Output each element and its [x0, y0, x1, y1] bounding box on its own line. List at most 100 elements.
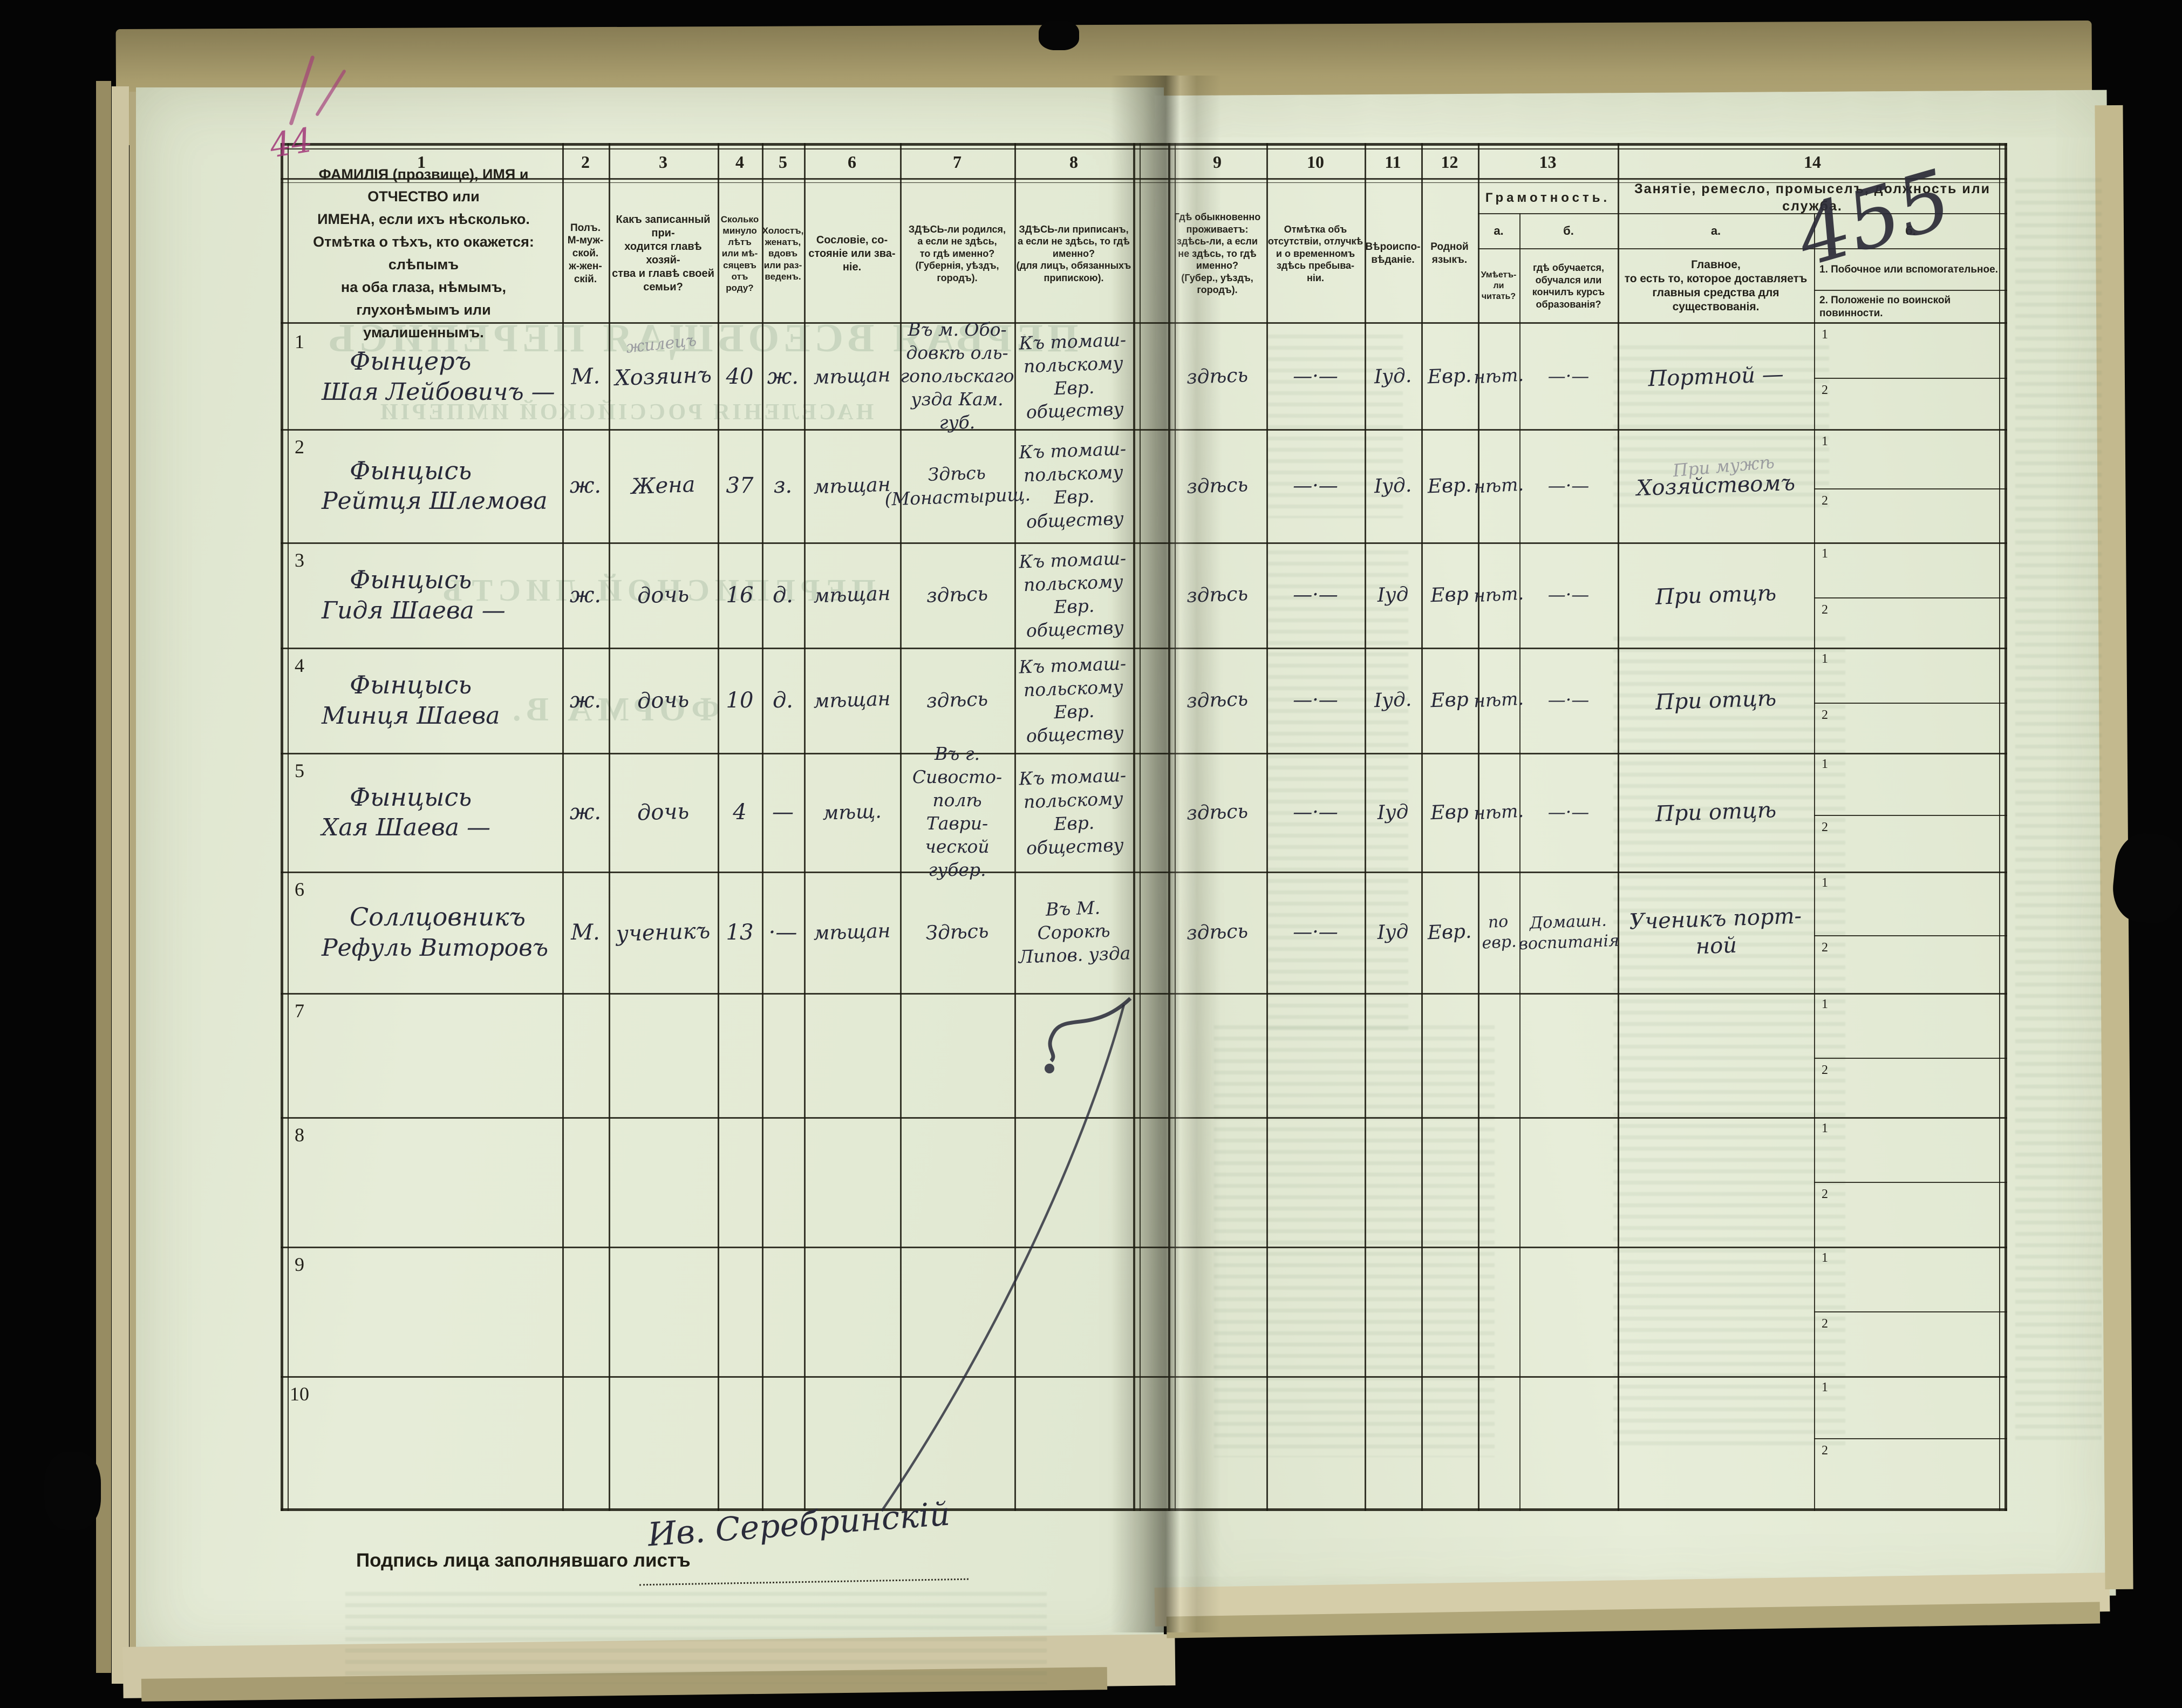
table-border	[281, 1508, 2007, 1511]
sub-label-2: 2	[1822, 708, 1828, 722]
entry-language: Евр	[1430, 800, 1469, 824]
entry-language: Евр.	[1427, 474, 1472, 498]
left-page-edge-rule	[1133, 143, 1135, 1511]
col-number-9: 9	[1168, 148, 1266, 175]
entry-language: Евр	[1430, 583, 1469, 607]
col-number-2: 2	[581, 152, 590, 172]
col-number-11: 11	[1385, 152, 1401, 172]
entry-literacy: по евр.	[1481, 912, 1517, 953]
entry-relation: дочь	[637, 686, 690, 714]
entry-age: 16	[726, 582, 754, 608]
entry-estate: мѣщан	[813, 688, 891, 713]
col-number-14: 14	[1804, 152, 1821, 172]
entry-given-name: Минця Шаева	[322, 702, 500, 730]
row-number: 4	[295, 655, 304, 676]
entry-surname: Фынцысь	[350, 782, 472, 812]
entry-occupation: Портной —	[1647, 362, 1784, 391]
header-literacy-b-label: б.	[1563, 224, 1574, 238]
page-stack-edge-left	[112, 86, 129, 1684]
row-14b-divider	[1814, 1311, 2007, 1312]
header-name-column: ФАМИЛІЯ (прозвище), ИМЯ и ОТЧЕСТВО или И…	[313, 166, 534, 341]
sub-label-2: 2	[1822, 1317, 1828, 1331]
entry-surname: Фынцеръ	[350, 346, 472, 376]
entry-religion: Іуд	[1376, 800, 1409, 824]
entry-birthplace: Въ м. Обо- довкѣ оль- гопольскаго узда К…	[900, 319, 1014, 433]
header-birthplace-column: ЗДѢСЬ-ли родился, а если не здѣсь, то гд…	[908, 223, 1006, 283]
entry-education: —·—	[1547, 801, 1590, 822]
header-occupation-a-label: а.	[1710, 224, 1721, 238]
entry-sex: ж.	[569, 582, 602, 608]
col-number-7: 7	[953, 152, 962, 172]
entry-birthplace: Въ г. Сивосто- полѣ Таври- ческой губер.	[912, 743, 1003, 880]
col-number-1: 1	[417, 152, 426, 172]
scan-dark-blemish	[44, 1452, 101, 1530]
header-residence-column: Гдѣ обыкновенно проживаетъ: здѣсь-ли, а …	[1174, 212, 1261, 295]
entry-name: Фынцысь Хая Шаева —	[314, 753, 570, 872]
header-language-column: Родной языкъ.	[1430, 241, 1469, 266]
bleedthrough-text-block	[2015, 178, 2102, 1446]
row-rule	[281, 542, 2007, 544]
col-number-3: 3	[659, 152, 667, 172]
sub-label-1: 1	[1822, 547, 1828, 561]
table-border	[288, 143, 289, 1511]
header-occupation-military: 2. Положеніе по воинской повинности.	[1819, 295, 1951, 319]
bleedthrough-text-block	[1613, 345, 1829, 507]
header-occupation-main: Главное, то есть то, которое доставляетъ…	[1624, 258, 1808, 314]
col-number-13: 13	[1539, 152, 1557, 172]
entry-absence: —·—	[1293, 474, 1338, 497]
sub-label-1: 1	[1822, 997, 1828, 1011]
column-rule	[900, 143, 902, 1511]
entry-religion: Іуд	[1376, 921, 1409, 944]
row-14b-divider	[1814, 378, 2007, 379]
entry-marital: ж.	[767, 364, 799, 389]
bleedthrough-text-block	[1613, 637, 1845, 1446]
book-gutter-shadow	[1110, 76, 1221, 1632]
row-number: 5	[295, 760, 304, 781]
entry-relation: Жена	[630, 472, 696, 500]
header-religion-column: Вѣроиспо- вѣданіе.	[1365, 241, 1421, 266]
sub-label-2: 2	[1822, 1063, 1828, 1077]
entry-given-name: Шая Лейбовичъ —	[322, 378, 555, 406]
scan-dark-blemish	[1039, 21, 1079, 50]
left-page-edge-rule	[1140, 143, 1141, 1511]
row-rule	[281, 753, 2007, 754]
table-border	[2004, 143, 2007, 1511]
row-14b-divider	[1814, 935, 2007, 936]
header-marital-column: Холостъ, женатъ, вдовъ или раз- веденъ.	[762, 225, 804, 282]
signature-label: Подпись лица заполнявшаго листъ	[356, 1550, 691, 1571]
column-rule	[1618, 143, 1619, 1511]
sub-label-1: 1	[1822, 1121, 1828, 1135]
entry-relation: ученикъ	[616, 918, 711, 947]
page-stack-edge-left	[96, 81, 111, 1673]
entry-surname: Соллцовникъ	[350, 902, 526, 932]
entry-education: Домашн. воспитанія	[1518, 911, 1620, 954]
bleedthrough-text-block	[1268, 335, 1403, 518]
entry-marital: ·—	[768, 920, 797, 945]
row-14b-divider	[1814, 1182, 2007, 1183]
header-absence-column: Отмѣтка объ отсутствіи, отлучкѣ и о врем…	[1267, 223, 1363, 283]
col-number-12: 12	[1441, 152, 1458, 172]
entry-occupation: При отцѣ	[1655, 685, 1777, 715]
entry-age: 13	[726, 920, 754, 945]
header-sex-column: Полъ. М-муж- ской. ж-жен- скій.	[567, 222, 604, 285]
entry-language: Евр.	[1427, 920, 1472, 944]
col-number-5: 5	[779, 152, 787, 172]
column-rule	[1421, 143, 1423, 1511]
sub-label-1: 1	[1822, 876, 1828, 890]
entry-literacy: нѣт.	[1473, 473, 1524, 497]
row-number: 8	[295, 1124, 304, 1146]
entry-education: —·—	[1547, 365, 1590, 387]
sub-label-2: 2	[1822, 820, 1828, 834]
sub-label-2: 2	[1822, 383, 1828, 397]
sub-label-2: 2	[1822, 1187, 1828, 1201]
entry-education: —·—	[1547, 689, 1590, 711]
sub-label-1: 1	[1822, 1380, 1828, 1394]
right-page-edge-rule	[1175, 143, 1176, 1511]
row-rule	[281, 872, 2007, 873]
entry-literacy: нѣт.	[1473, 364, 1524, 388]
header-literacy-a-label: а.	[1494, 224, 1504, 238]
entry-literacy: нѣт.	[1473, 800, 1524, 824]
col-number-8: 8	[1069, 152, 1078, 172]
entry-religion: Іуд.	[1374, 474, 1412, 498]
entry-absence: —·—	[1293, 584, 1338, 606]
